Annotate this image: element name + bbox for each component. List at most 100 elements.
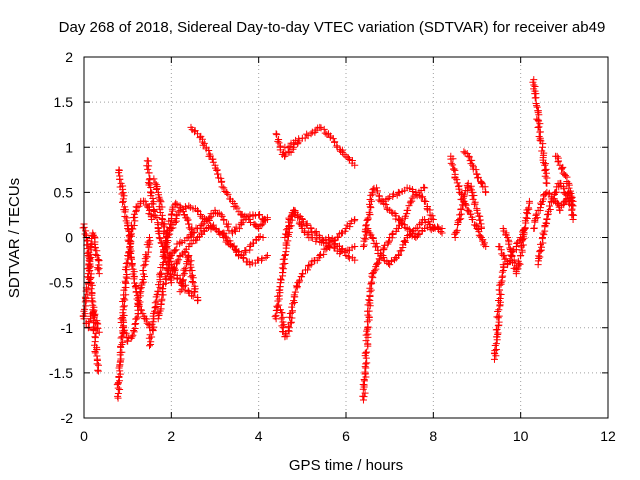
x-tick-label: 10 [513,428,529,444]
data-point [373,259,381,267]
data-point [286,142,294,150]
x-tick-label: 2 [167,428,175,444]
data-point [261,215,269,223]
data-point [81,305,89,313]
data-point [277,276,285,284]
data-point [140,262,148,270]
data-point [394,188,402,196]
data-point [275,286,283,294]
data-point [419,193,427,201]
data-point [187,263,195,271]
data-point [478,179,486,187]
data-point [157,198,165,206]
data-point [273,131,281,139]
data-point [369,274,377,282]
data-point [114,380,122,388]
y-axis-label: SDTVAR / TECUs [6,178,23,298]
data-point [455,185,463,193]
data-point [394,224,402,232]
data-point [368,197,376,205]
data-point [82,227,90,235]
data-point [217,178,225,186]
data-point [317,124,325,132]
data-point [388,230,396,238]
data-point [94,367,102,375]
data-point [371,267,379,275]
data-point [365,313,373,321]
data-point [525,197,533,205]
data-point [421,215,429,223]
data-point [130,275,138,283]
data-point [364,330,372,338]
data-point [169,270,177,278]
data-point [144,165,152,173]
data-point [94,266,102,274]
data-point [531,94,539,102]
data-point [457,205,465,213]
axis-ticks: 0 2 4 6 8 10 12 -2 -1.5 -1 -0.5 0 0.5 1 1.5 2 [49,49,616,444]
x-axis-label: GPS time / hours [289,457,403,474]
data-point [173,257,181,265]
data-point [148,215,156,223]
data-point [365,307,373,315]
data-point [365,296,373,304]
data-point [367,204,375,212]
data-point [493,325,501,333]
data-point [364,340,372,348]
data-point [179,271,187,279]
data-point [494,314,502,322]
data-point [498,268,506,276]
data-point [535,132,543,140]
data-point [81,230,89,238]
data-point [256,233,264,241]
data-point [157,270,165,278]
data-point [285,324,293,332]
data-point [221,232,229,240]
data-point [149,327,157,335]
data-point [537,199,545,207]
data-point [288,303,296,311]
data-point [556,206,564,214]
data-point [117,334,125,342]
data-point [196,225,204,233]
data-point [505,240,513,248]
data-point [537,201,545,209]
data-point [373,184,381,192]
data-point [466,184,474,192]
data-point [364,214,372,222]
data-point [338,246,346,254]
data-point [536,248,544,256]
data-point [272,130,280,138]
data-point [308,234,316,242]
data-point [545,202,553,210]
data-point [256,210,264,218]
data-point [560,189,568,197]
data-point [185,220,193,228]
data-point [373,187,381,195]
data-point [122,259,130,267]
data-point [553,152,561,160]
y-tick-label: 2 [65,49,73,65]
data-point [389,190,397,198]
data-point [395,251,403,259]
data-point [452,228,460,236]
data-point [307,261,315,269]
data-point [95,328,103,336]
data-point [533,103,541,111]
data-point [187,225,195,233]
data-point [155,234,163,242]
data-point [151,179,159,187]
data-point [209,158,217,166]
data-point [525,204,533,212]
data-point [449,155,457,163]
data-point [535,111,543,119]
data-point [539,143,546,151]
data-point [232,202,240,210]
data-point [476,216,484,224]
data-point [165,265,173,273]
data-point [119,315,127,323]
data-point [534,123,542,131]
data-point [118,198,126,206]
data-point [278,264,286,272]
data-point [128,333,136,341]
